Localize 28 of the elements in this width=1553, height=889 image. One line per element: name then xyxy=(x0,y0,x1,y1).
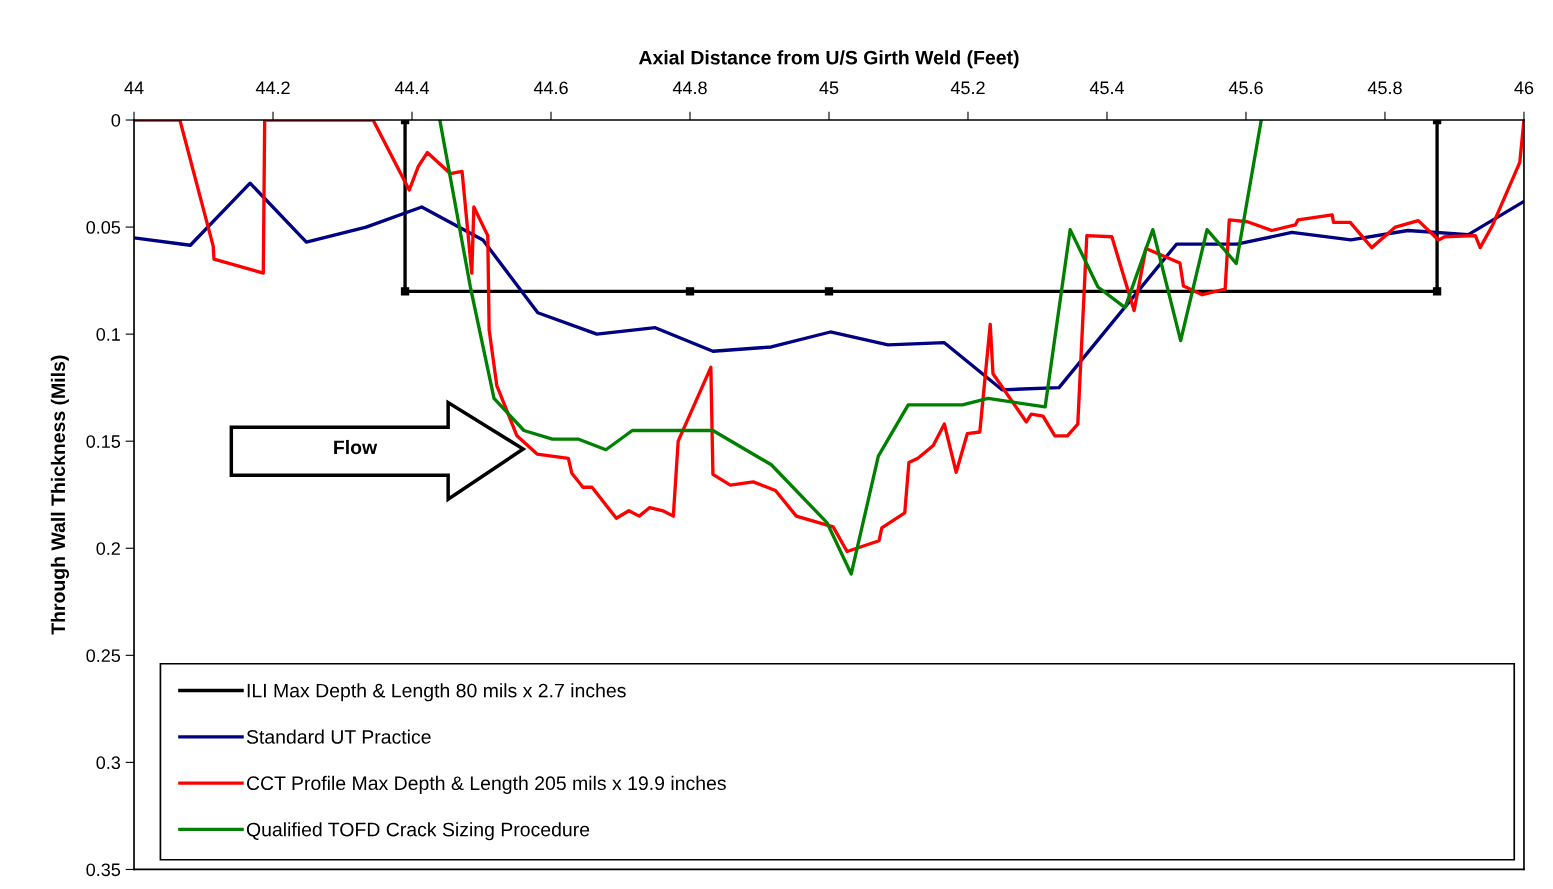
legend-label: CCT Profile Max Depth & Length 205 mils x 19.9 inches xyxy=(246,775,726,794)
x-tick-label: 46 xyxy=(1514,81,1534,95)
y-tick-label: 0.05 xyxy=(86,221,121,234)
y-tick-label: 0.35 xyxy=(86,863,121,877)
line-series xyxy=(438,120,1263,576)
x-tick-label: 45.4 xyxy=(1089,81,1125,95)
x-tick-label: 45 xyxy=(819,81,839,95)
y-axis-title: Through Wall Thickness (Mils) xyxy=(50,355,70,635)
y-tick-label: 0.25 xyxy=(86,649,121,663)
legend-label: ILI Max Depth & Length 80 mils x 2.7 inches xyxy=(247,683,626,702)
legend-label: Standard UT Practice xyxy=(246,729,431,744)
x-tick-label: 44.2 xyxy=(255,81,290,95)
annotation: Flow xyxy=(334,439,378,455)
y-tick-label: 0.2 xyxy=(96,542,120,555)
x-tick-label: 45.8 xyxy=(1367,81,1402,95)
x-tick-label: 44.6 xyxy=(533,81,568,95)
y-tick-label: 0 xyxy=(111,113,121,127)
legend-label: Qualified TOFD Crack Sizing Procedure xyxy=(246,822,590,841)
x-axis-title: Axial Distance from U/S Girth Weld (Feet) xyxy=(638,50,1019,69)
x-tick-label: 44.4 xyxy=(394,81,430,95)
line-series xyxy=(134,181,1524,392)
y-tick-label: 0.15 xyxy=(86,435,121,448)
x-tick-label: 44.8 xyxy=(672,81,707,95)
x-tick-label: 44 xyxy=(124,81,144,95)
x-tick-label: 45.6 xyxy=(1228,81,1263,95)
y-tick-label: 0.1 xyxy=(96,328,120,341)
y-tick-label: 0.3 xyxy=(96,756,121,770)
x-tick-label: 45.2 xyxy=(950,81,985,95)
